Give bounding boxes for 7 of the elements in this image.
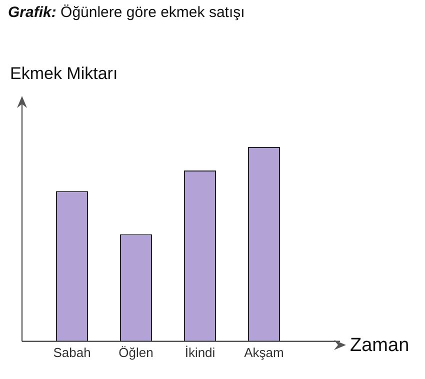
x-axis-title: Zaman: [350, 335, 410, 357]
x-tick-label: Öğlen: [118, 344, 154, 360]
chart-title: Grafik: Öğünlere göre ekmek satışı: [8, 4, 245, 21]
y-axis-title: Ekmek Miktarı: [10, 64, 118, 84]
x-tick-label: Sabah: [53, 344, 91, 360]
x-tick-label: İkindi: [184, 344, 216, 360]
x-tick-label: Akşam: [244, 344, 284, 360]
